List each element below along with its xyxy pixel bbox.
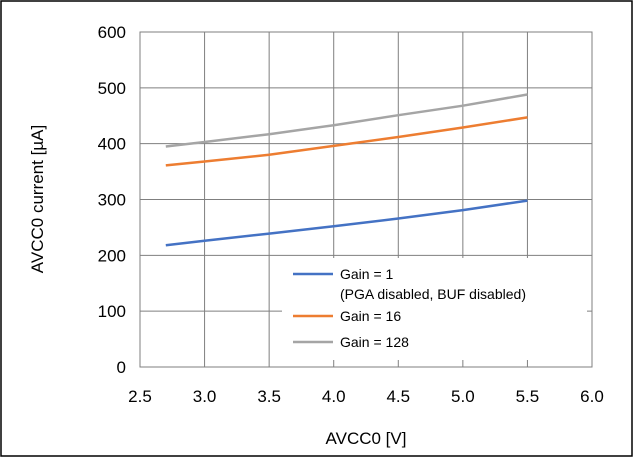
x-tick-label: 4.0: [322, 387, 346, 406]
y-tick-label: 500: [98, 79, 126, 98]
series-line-3: [165, 93, 528, 148]
y-tick-labels: 0 100 200 300 400 500 600: [98, 23, 126, 377]
legend-label-gain-1-note: (PGA disabled, BUF disabled): [340, 286, 526, 302]
x-tick-label: 3.0: [193, 387, 217, 406]
x-tick-label: 3.5: [257, 387, 281, 406]
y-axis-label: AVCC0 current [µA]: [28, 125, 47, 273]
legend: Gain = 1 (PGA disabled, BUF disabled) Ga…: [282, 258, 587, 360]
y-tick-label: 400: [98, 135, 126, 154]
x-tick-labels: 2.5 3.0 3.5 4.0 4.5 5.0 5.5 6.0: [128, 387, 604, 406]
series-lines: [165, 93, 528, 247]
y-tick-label: 300: [98, 191, 126, 210]
y-tick-label: 0: [117, 358, 126, 377]
y-tick-label: 100: [98, 302, 126, 321]
legend-label-gain-128: Gain = 128: [340, 334, 409, 350]
series-line-2: [165, 116, 528, 167]
x-tick-label: 5.5: [516, 387, 540, 406]
legend-label-gain-1: Gain = 1: [340, 266, 394, 282]
x-tick-label: 2.5: [128, 387, 152, 406]
legend-label-gain-16: Gain = 16: [340, 308, 401, 324]
series-line-1: [165, 199, 528, 247]
y-tick-label: 200: [98, 246, 126, 265]
x-tick-label: 5.0: [451, 387, 475, 406]
x-tick-label: 6.0: [580, 387, 604, 406]
x-axis-label: AVCC0 [V]: [326, 429, 407, 448]
y-tick-label: 600: [98, 23, 126, 42]
x-tick-label: 4.5: [386, 387, 410, 406]
